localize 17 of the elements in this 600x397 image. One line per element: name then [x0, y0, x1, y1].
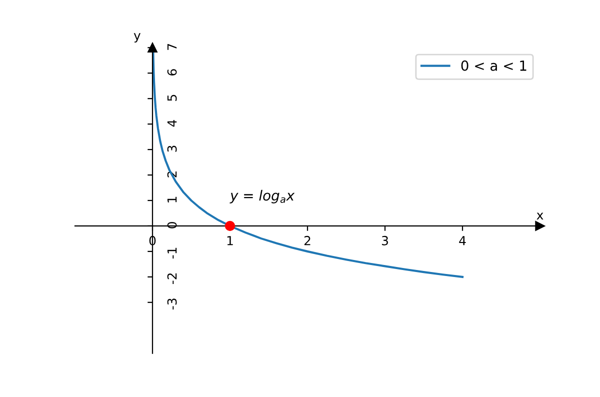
- y-tick-label: 6: [167, 69, 177, 76]
- y-tick-label: 1: [167, 196, 177, 202]
- x-axis-title: x: [536, 212, 544, 220]
- y-tick-label: 5: [167, 94, 177, 101]
- y-tick-label: -1: [167, 248, 177, 259]
- y-axis-title: y: [134, 33, 140, 43]
- y-tick-label: 7: [167, 44, 177, 50]
- x-tick-label: 3: [382, 236, 388, 246]
- y-tick-label: 3: [167, 146, 177, 152]
- x-tick-label: 2: [304, 236, 310, 246]
- y-tick-label: -2: [167, 273, 177, 284]
- legend-label: 0 < a < 1: [461, 60, 526, 71]
- x-tick-label: 4: [459, 236, 466, 246]
- x-tick-label: 1: [227, 236, 233, 246]
- y-tick-label: -3: [167, 298, 177, 310]
- y-tick-label: 4: [167, 120, 177, 127]
- annotation: y = log$_{a}$x: [230, 190, 295, 204]
